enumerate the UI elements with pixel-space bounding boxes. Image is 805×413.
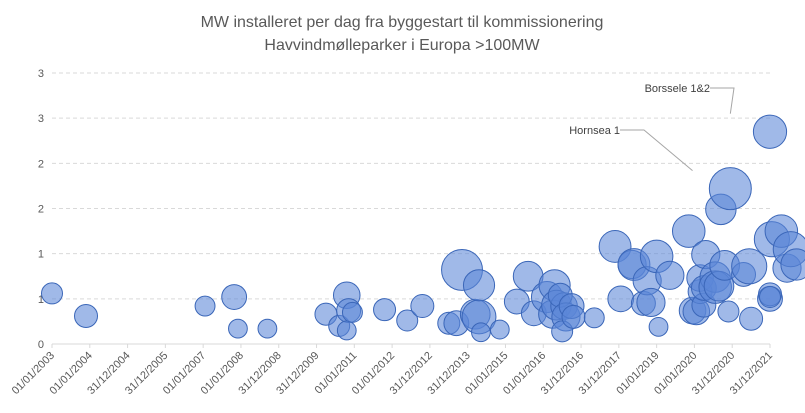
annotation-leader-line bbox=[620, 129, 693, 172]
bubble bbox=[410, 294, 435, 319]
bubble bbox=[228, 318, 248, 339]
bubble bbox=[708, 167, 752, 211]
annotation-label: Hornsea 1 bbox=[569, 125, 620, 137]
bubble bbox=[636, 287, 666, 318]
bubble bbox=[74, 303, 99, 328]
bubble bbox=[731, 248, 768, 285]
y-tick-label: 3 bbox=[38, 113, 44, 125]
bubble bbox=[583, 307, 605, 329]
chart-title: MW installeret per dag fra byggestart ti… bbox=[201, 14, 604, 31]
bubble bbox=[759, 286, 781, 309]
x-axis-tick-labels: 01/01/200301/01/200431/12/200431/12/2005… bbox=[10, 344, 775, 397]
bubbles bbox=[41, 114, 805, 343]
y-tick-label: 1 bbox=[38, 294, 44, 306]
y-tick-label: 2 bbox=[38, 204, 44, 216]
annotation-label: Borssele 1&2 bbox=[645, 83, 710, 95]
bubble bbox=[336, 320, 357, 341]
bubble bbox=[648, 316, 669, 337]
bubble bbox=[462, 269, 496, 302]
bubble bbox=[221, 284, 248, 310]
bubble bbox=[41, 282, 63, 305]
chart-subtitle: Havvindmølleparker i Europa >100MW bbox=[264, 37, 540, 54]
gridlines bbox=[52, 72, 770, 345]
bubble bbox=[655, 260, 685, 290]
y-tick-label: 2 bbox=[38, 158, 44, 170]
bubble bbox=[752, 114, 788, 149]
bubble bbox=[671, 214, 706, 248]
bubble bbox=[561, 304, 586, 329]
bubble bbox=[341, 301, 363, 323]
bubble bbox=[717, 300, 740, 323]
y-axis-tick-labels: 0 1 1 2 2 3 3 bbox=[38, 68, 44, 351]
bubble bbox=[396, 309, 419, 332]
annotation-leader-line bbox=[710, 87, 735, 114]
bubble bbox=[489, 319, 510, 340]
bubble bbox=[373, 298, 397, 322]
annotations: Hornsea 1 Borssele 1&2 bbox=[569, 83, 735, 172]
bubble bbox=[471, 322, 491, 343]
bubble bbox=[739, 306, 764, 331]
y-tick-label: 1 bbox=[38, 249, 44, 261]
y-tick-label: 0 bbox=[38, 339, 44, 351]
bubble bbox=[257, 318, 278, 339]
bubble bbox=[780, 248, 805, 281]
y-tick-label: 3 bbox=[38, 68, 44, 80]
bubble bbox=[194, 295, 216, 317]
bubble bbox=[607, 285, 635, 313]
